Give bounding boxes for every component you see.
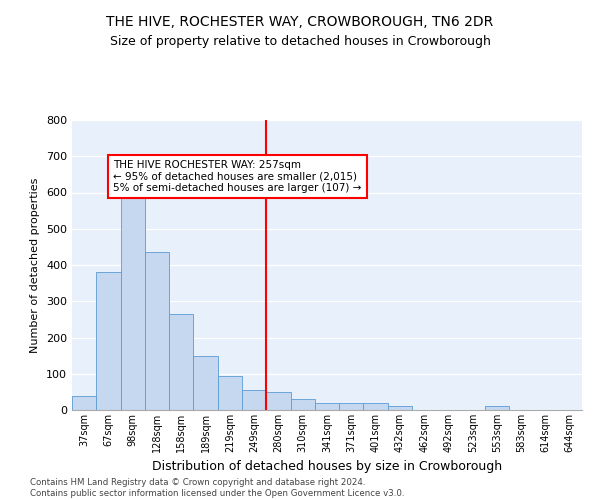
Text: THE HIVE ROCHESTER WAY: 257sqm
← 95% of detached houses are smaller (2,015)
5% o: THE HIVE ROCHESTER WAY: 257sqm ← 95% of … bbox=[113, 160, 362, 193]
Bar bbox=[388, 406, 412, 410]
Bar bbox=[315, 404, 339, 410]
Bar bbox=[485, 406, 509, 410]
Bar bbox=[193, 356, 218, 410]
Bar bbox=[290, 399, 315, 410]
Bar bbox=[169, 314, 193, 410]
Bar bbox=[96, 272, 121, 410]
Bar bbox=[145, 252, 169, 410]
Text: Size of property relative to detached houses in Crowborough: Size of property relative to detached ho… bbox=[110, 35, 490, 48]
X-axis label: Distribution of detached houses by size in Crowborough: Distribution of detached houses by size … bbox=[152, 460, 502, 473]
Bar bbox=[339, 404, 364, 410]
Bar bbox=[72, 396, 96, 410]
Bar bbox=[218, 376, 242, 410]
Text: THE HIVE, ROCHESTER WAY, CROWBOROUGH, TN6 2DR: THE HIVE, ROCHESTER WAY, CROWBOROUGH, TN… bbox=[106, 15, 494, 29]
Text: Contains HM Land Registry data © Crown copyright and database right 2024.
Contai: Contains HM Land Registry data © Crown c… bbox=[30, 478, 404, 498]
Bar bbox=[364, 404, 388, 410]
Bar bbox=[121, 185, 145, 410]
Bar bbox=[266, 392, 290, 410]
Y-axis label: Number of detached properties: Number of detached properties bbox=[31, 178, 40, 352]
Bar bbox=[242, 390, 266, 410]
